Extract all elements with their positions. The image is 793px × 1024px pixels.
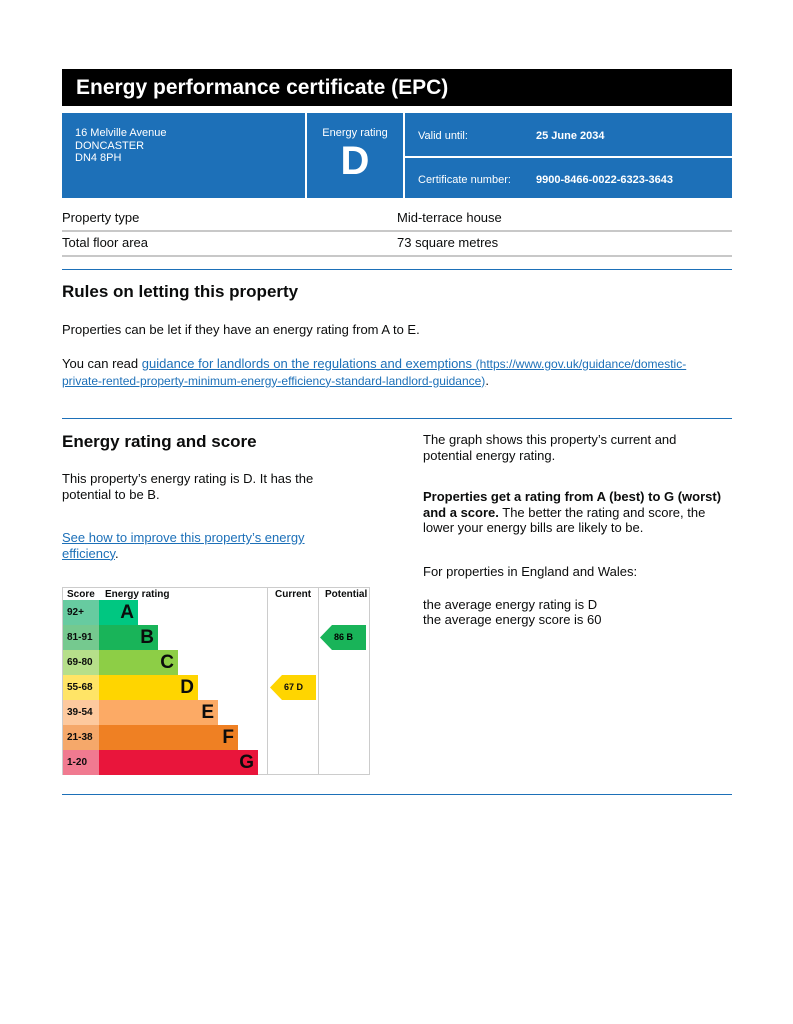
valid-until-label: Valid until: (418, 130, 468, 142)
text: The better the rating and score, the low… (423, 504, 706, 536)
divider (62, 418, 732, 419)
row-value: 73 square metres (397, 235, 499, 250)
address-line: 16 Melville Avenue (75, 127, 167, 139)
average-rating: the average energy rating is D (423, 597, 598, 612)
text: . (115, 545, 119, 561)
certificate-label: Certificate number: (418, 174, 511, 186)
address-line: DN4 8PH (75, 152, 122, 164)
row-label: Total floor area (62, 235, 148, 250)
divider (62, 794, 732, 795)
address-box: 16 Melville Avenue DONCASTER DN4 8PH (62, 113, 305, 198)
text: You can read (62, 356, 142, 371)
letting-heading: Rules on letting this property (62, 282, 299, 301)
current-rating-arrow: 67 D (270, 675, 316, 700)
row-value: Mid-terrace house (397, 210, 502, 225)
text: . (485, 372, 489, 388)
band-bar-D: D (99, 675, 198, 700)
band-bar-A: A (99, 600, 138, 625)
graph-explanation: The graph shows this property’s current … (423, 432, 677, 463)
property-type-row: Property type Mid-terrace house (62, 206, 732, 232)
band-score-D: 55-68 (63, 675, 99, 700)
band-score-E: 39-54 (63, 700, 99, 725)
letting-text: Properties can be let if they have an en… (62, 322, 420, 337)
energy-rating-letter: D (340, 139, 370, 183)
certificate-box: Certificate number: 9900-8466-0022-6323-… (405, 158, 732, 198)
divider (62, 269, 732, 270)
certificate-number: 9900-8466-0022-6323-3643 (536, 174, 674, 186)
column-divider (318, 588, 319, 774)
header-current: Current (275, 589, 312, 600)
band-bar-E: E (99, 700, 218, 725)
band-bar-B: B (99, 625, 158, 650)
link-url: (https://www.gov.uk/guidance/domestic-pr… (62, 357, 687, 388)
guidance-link[interactable]: guidance for landlords on the regulation… (62, 356, 686, 388)
band-score-C: 69-80 (63, 650, 99, 675)
band-score-A: 92+ (63, 600, 99, 625)
energy-rating-label: Energy rating (322, 127, 388, 139)
floor-area-row: Total floor area 73 square metres (62, 231, 732, 257)
letting-guidance: You can read guidance for landlords on t… (62, 356, 712, 389)
energy-rating-box: Energy rating D (307, 113, 403, 198)
band-score-B: 81-91 (63, 625, 99, 650)
page-title: Energy performance certificate (EPC) (62, 69, 732, 106)
improve-link[interactable]: See how to improve this property’s energ… (62, 530, 305, 561)
band-score-F: 21-38 (63, 725, 99, 750)
row-label: Property type (62, 210, 140, 225)
england-text: For properties in England and Wales: (423, 564, 638, 579)
band-bar-C: C (99, 650, 178, 675)
address-line: DONCASTER (75, 139, 145, 152)
column-divider (267, 588, 268, 774)
score-text: This property’s energy rating is D. It h… (62, 471, 314, 502)
band-score-G: 1-20 (63, 750, 99, 775)
average-score: the average energy score is 60 (423, 612, 602, 627)
valid-until-box: Valid until: 25 June 2034 (405, 113, 732, 156)
band-bar-F: F (99, 725, 238, 750)
potential-rating-arrow: 86 B (320, 625, 366, 650)
header-energy-rating: Energy rating (105, 589, 170, 600)
rating-explanation: Properties get a rating from A (best) to… (423, 489, 733, 536)
band-bar-G: G (99, 750, 258, 775)
header-potential: Potential (325, 589, 368, 600)
header-score: Score (67, 589, 95, 600)
score-heading: Energy rating and score (62, 432, 257, 451)
link-text: guidance for landlords on the regulation… (141, 356, 473, 371)
improve-text: See how to improve this property’s energ… (62, 530, 332, 561)
energy-rating-chart: Score Energy rating Current Potential 92… (62, 587, 370, 775)
valid-until-value: 25 June 2034 (536, 130, 605, 142)
bold-text: Properties get a rating from A (best) to… (423, 489, 722, 520)
